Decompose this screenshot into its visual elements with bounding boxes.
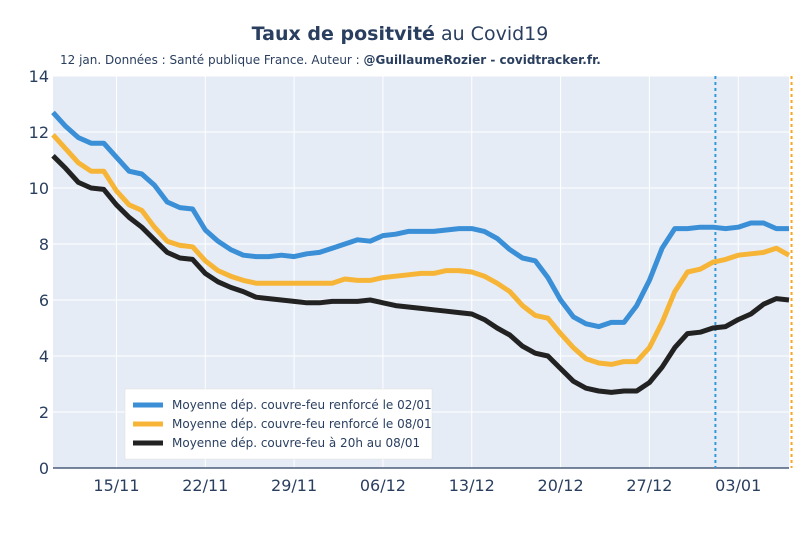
x-tick-label: 15/11 [93, 476, 139, 495]
legend-label-3: Moyenne dép. couvre-feu à 20h au 08/01 [172, 436, 420, 450]
chart-subtitle-bold: @GuillaumeRozier - covidtracker.fr. [364, 53, 601, 67]
y-tick-label: 14 [29, 67, 49, 86]
vertical-markers [714, 76, 793, 468]
x-tick-label: 13/12 [449, 476, 495, 495]
legend-box [124, 388, 433, 460]
chart-title-rest: au Covid19 [435, 23, 548, 45]
x-tick-label: 06/12 [360, 476, 406, 495]
legend: Moyenne dép. couvre-feu renforcé le 02/0… [124, 388, 433, 460]
x-tick-label: 27/12 [626, 476, 672, 495]
chart-title: Taux de positvité au Covid19 [252, 23, 549, 45]
series-line-1 [51, 110, 789, 330]
y-tick-label: 6 [39, 291, 49, 310]
x-tick-label: 20/12 [538, 476, 584, 495]
y-tick-label: 0 [39, 459, 49, 478]
y-tick-label: 10 [29, 179, 49, 198]
chart-subtitle-plain: 12 jan. Données : Santé publique France.… [60, 53, 364, 67]
y-axis: 0 2 4 6 8 10 12 14 [29, 67, 49, 478]
chart-title-bold: Taux de positvité [252, 23, 435, 45]
series-line-2 [51, 133, 791, 367]
y-tick-label: 4 [39, 347, 49, 366]
chart-subtitle: 12 jan. Données : Santé publique France.… [60, 53, 601, 67]
y-tick-label: 2 [39, 403, 49, 422]
x-axis: 15/11 22/11 29/11 06/12 13/12 20/12 27/12 03/01 [53, 467, 789, 495]
y-tick-label: 12 [29, 123, 49, 142]
y-tick-label: 8 [39, 235, 49, 254]
x-tick-label: 22/11 [182, 476, 228, 495]
legend-label-1: Moyenne dép. couvre-feu renforcé le 02/0… [172, 398, 432, 412]
x-tick-label: 03/01 [715, 476, 761, 495]
series-line-3 [51, 154, 790, 395]
series-lines [51, 110, 791, 395]
legend-label-2: Moyenne dép. couvre-feu renforcé le 08/0… [172, 417, 432, 431]
x-tick-label: 29/11 [271, 476, 317, 495]
